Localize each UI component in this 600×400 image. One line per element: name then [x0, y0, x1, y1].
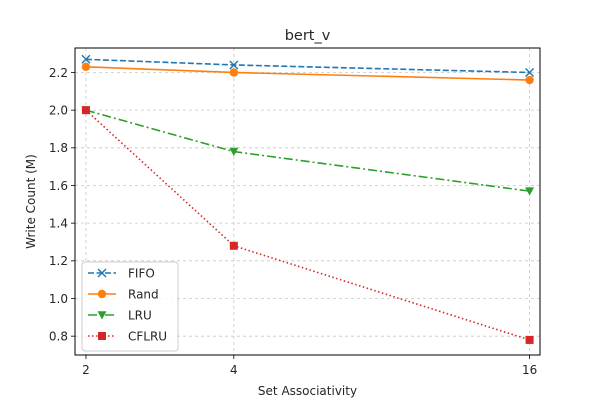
data-point-rand [525, 75, 534, 85]
data-point-fifo [229, 60, 239, 70]
legend-label-rand: Rand [128, 287, 159, 301]
x-tick-label: 16 [522, 363, 537, 377]
data-point-lru [525, 187, 535, 196]
y-tick-label: 2.0 [49, 103, 68, 117]
x-axis-label: Set Associativity [258, 384, 357, 398]
legend-label-lru: LRU [128, 308, 152, 322]
data-point-cflru [525, 335, 534, 344]
y-tick-label: 1.8 [49, 141, 68, 155]
y-tick-label: 1.2 [49, 254, 68, 268]
legend-marker-lru [97, 311, 107, 320]
y-tick-label: 2.2 [49, 66, 68, 80]
data-point-cflru [229, 241, 238, 250]
data-point-fifo [81, 54, 91, 64]
series-cflru [81, 106, 534, 344]
legend-marker-rand [97, 289, 107, 299]
series-fifo [81, 54, 535, 77]
legend-item-cflru: CFLRU [88, 329, 167, 343]
series-rand [81, 62, 534, 85]
legend-label-fifo: FIFO [128, 266, 155, 280]
x-tick-label: 2 [82, 363, 90, 377]
plot-frame [74, 47, 541, 356]
legend-item-lru: LRU [88, 308, 152, 322]
y-tick-label: 1.4 [49, 216, 68, 230]
data-point-lru [229, 147, 239, 157]
x-tick-label: 4 [230, 363, 238, 377]
legend-box [81, 261, 179, 352]
y-axis-label: Write Count (M) [24, 154, 38, 249]
legend-item-fifo: FIFO [88, 266, 155, 280]
ticks: 2 4 16 0.8 1.0 1.2 1.4 1.6 1.8 2.0 2.2 [49, 66, 537, 377]
marker-stroke [97, 268, 107, 278]
legend: FIFO Rand LRU CFLRU [81, 261, 179, 352]
y-tick-label: 1.0 [49, 292, 68, 306]
data-point-fifo [525, 67, 535, 77]
marker-stroke [525, 67, 535, 77]
y-tick-label: 1.6 [49, 179, 68, 193]
marker-stroke [229, 60, 239, 70]
y-tick-label: 0.8 [49, 329, 68, 343]
data-point-cflru [81, 106, 90, 115]
legend-marker-cflru [98, 332, 106, 340]
marker-stroke [81, 54, 91, 64]
legend-item-rand: Rand [88, 287, 159, 301]
data-point-rand [229, 68, 239, 77]
chart-title: bert_v [285, 28, 331, 44]
data-point-rand [81, 62, 91, 72]
legend-marker-fifo [97, 268, 107, 278]
legend-label-cflru: CFLRU [128, 329, 167, 343]
series-layer [81, 54, 535, 344]
